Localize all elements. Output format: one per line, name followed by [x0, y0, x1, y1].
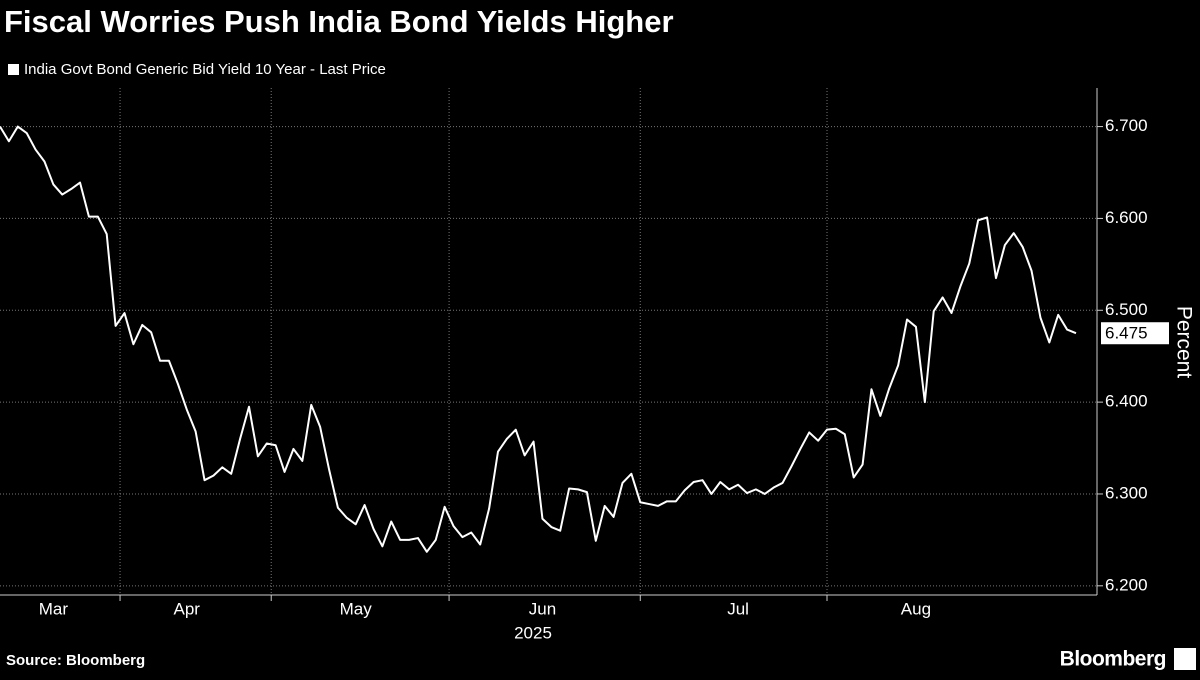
series-line: [0, 125, 1077, 553]
legend-label: India Govt Bond Generic Bid Yield 10 Yea…: [24, 61, 386, 78]
y-tick-label: 6.400: [1105, 392, 1148, 411]
x-tick-label: Jul: [727, 599, 749, 618]
brand-icon: [1174, 648, 1196, 670]
last-value-label: 6.475: [1105, 324, 1148, 343]
y-tick-label: 6.200: [1105, 575, 1148, 594]
chart-title: Fiscal Worries Push India Bond Yields Hi…: [4, 4, 674, 39]
y-axis-label: Percent: [1172, 306, 1195, 379]
brand: Bloomberg: [1060, 648, 1166, 671]
y-tick-label: 6.600: [1105, 208, 1148, 227]
legend-swatch: [8, 64, 19, 75]
y-tick-label: 6.500: [1105, 300, 1148, 319]
x-tick-label: Apr: [174, 599, 201, 618]
last-value-box: [1101, 322, 1169, 345]
x-tick-label: Jun: [529, 599, 556, 618]
x-tick-label: Mar: [39, 599, 69, 618]
source: Source: Bloomberg: [6, 652, 145, 669]
y-tick-label: 6.700: [1105, 116, 1148, 135]
x-tick-label: May: [340, 599, 373, 618]
y-tick-label: 6.300: [1105, 483, 1148, 502]
x-tick-label: Aug: [901, 599, 931, 618]
x-axis-label: 2025: [514, 623, 552, 642]
